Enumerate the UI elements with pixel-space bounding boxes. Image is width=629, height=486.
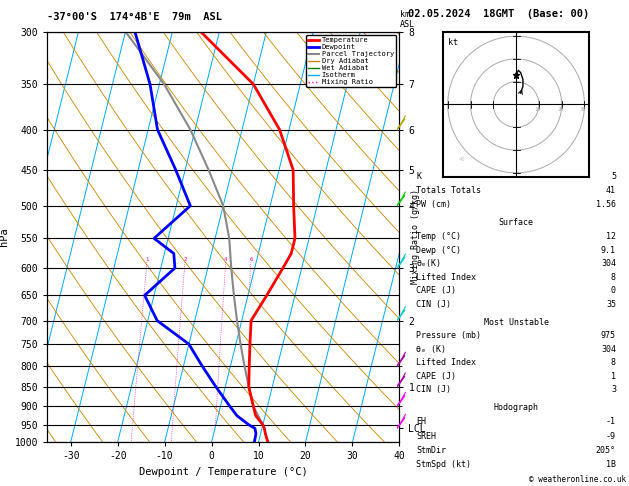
Text: 10: 10 <box>534 107 541 112</box>
Text: PW (cm): PW (cm) <box>416 200 451 209</box>
Text: CIN (J): CIN (J) <box>416 300 451 309</box>
Text: -37°00'S  174°4B'E  79m  ASL: -37°00'S 174°4B'E 79m ASL <box>47 12 222 22</box>
Text: CAPE (J): CAPE (J) <box>416 286 456 295</box>
Text: 975: 975 <box>601 331 616 340</box>
Text: 2: 2 <box>183 257 187 262</box>
Text: 304: 304 <box>601 259 616 268</box>
Text: km
ASL: km ASL <box>400 10 415 29</box>
Text: Lifted Index: Lifted Index <box>416 273 476 282</box>
Text: θₑ (K): θₑ (K) <box>416 345 446 354</box>
Y-axis label: hPa: hPa <box>0 227 9 246</box>
Text: SREH: SREH <box>416 432 437 441</box>
Text: 40: 40 <box>459 157 465 162</box>
Text: 205°: 205° <box>596 446 616 455</box>
Text: StmSpd (kt): StmSpd (kt) <box>416 460 471 469</box>
Text: StmDir: StmDir <box>416 446 446 455</box>
Text: Most Unstable: Most Unstable <box>484 318 548 327</box>
Text: 1: 1 <box>611 372 616 381</box>
Text: 35: 35 <box>606 300 616 309</box>
Text: -1: -1 <box>606 417 616 427</box>
Legend: Temperature, Dewpoint, Parcel Trajectory, Dry Adiabat, Wet Adiabat, Isotherm, Mi: Temperature, Dewpoint, Parcel Trajectory… <box>306 35 396 87</box>
Text: 0: 0 <box>611 286 616 295</box>
Text: 8: 8 <box>611 273 616 282</box>
Text: Temp (°C): Temp (°C) <box>416 232 461 241</box>
Text: © weatheronline.co.uk: © weatheronline.co.uk <box>529 474 626 484</box>
Text: 5: 5 <box>611 172 616 181</box>
Text: 12: 12 <box>606 232 616 241</box>
Text: θₑ(K): θₑ(K) <box>416 259 442 268</box>
Text: kt: kt <box>448 38 458 48</box>
Text: Surface: Surface <box>499 218 533 227</box>
Text: 304: 304 <box>601 345 616 354</box>
Text: 1: 1 <box>145 257 148 262</box>
Text: Lifted Index: Lifted Index <box>416 358 476 367</box>
Text: K: K <box>416 172 421 181</box>
Text: 9.1: 9.1 <box>601 245 616 255</box>
Text: CIN (J): CIN (J) <box>416 385 451 394</box>
Text: EH: EH <box>416 417 426 427</box>
Text: 1.56: 1.56 <box>596 200 616 209</box>
Text: Hodograph: Hodograph <box>494 403 538 412</box>
Text: 02.05.2024  18GMT  (Base: 00): 02.05.2024 18GMT (Base: 00) <box>408 9 589 19</box>
Text: 30: 30 <box>580 107 586 112</box>
Text: -9: -9 <box>606 432 616 441</box>
Text: 3: 3 <box>611 385 616 394</box>
Text: Totals Totals: Totals Totals <box>416 186 481 195</box>
Text: CAPE (J): CAPE (J) <box>416 372 456 381</box>
Text: Pressure (mb): Pressure (mb) <box>416 331 481 340</box>
Text: 6: 6 <box>249 257 253 262</box>
Text: 4: 4 <box>224 257 227 262</box>
Text: 8: 8 <box>611 358 616 367</box>
Text: 20: 20 <box>557 107 564 112</box>
Text: Mixing Ratio (g/kg): Mixing Ratio (g/kg) <box>411 190 420 284</box>
Text: 1B: 1B <box>606 460 616 469</box>
Text: Dewp (°C): Dewp (°C) <box>416 245 461 255</box>
Text: 41: 41 <box>606 186 616 195</box>
X-axis label: Dewpoint / Temperature (°C): Dewpoint / Temperature (°C) <box>139 467 308 477</box>
